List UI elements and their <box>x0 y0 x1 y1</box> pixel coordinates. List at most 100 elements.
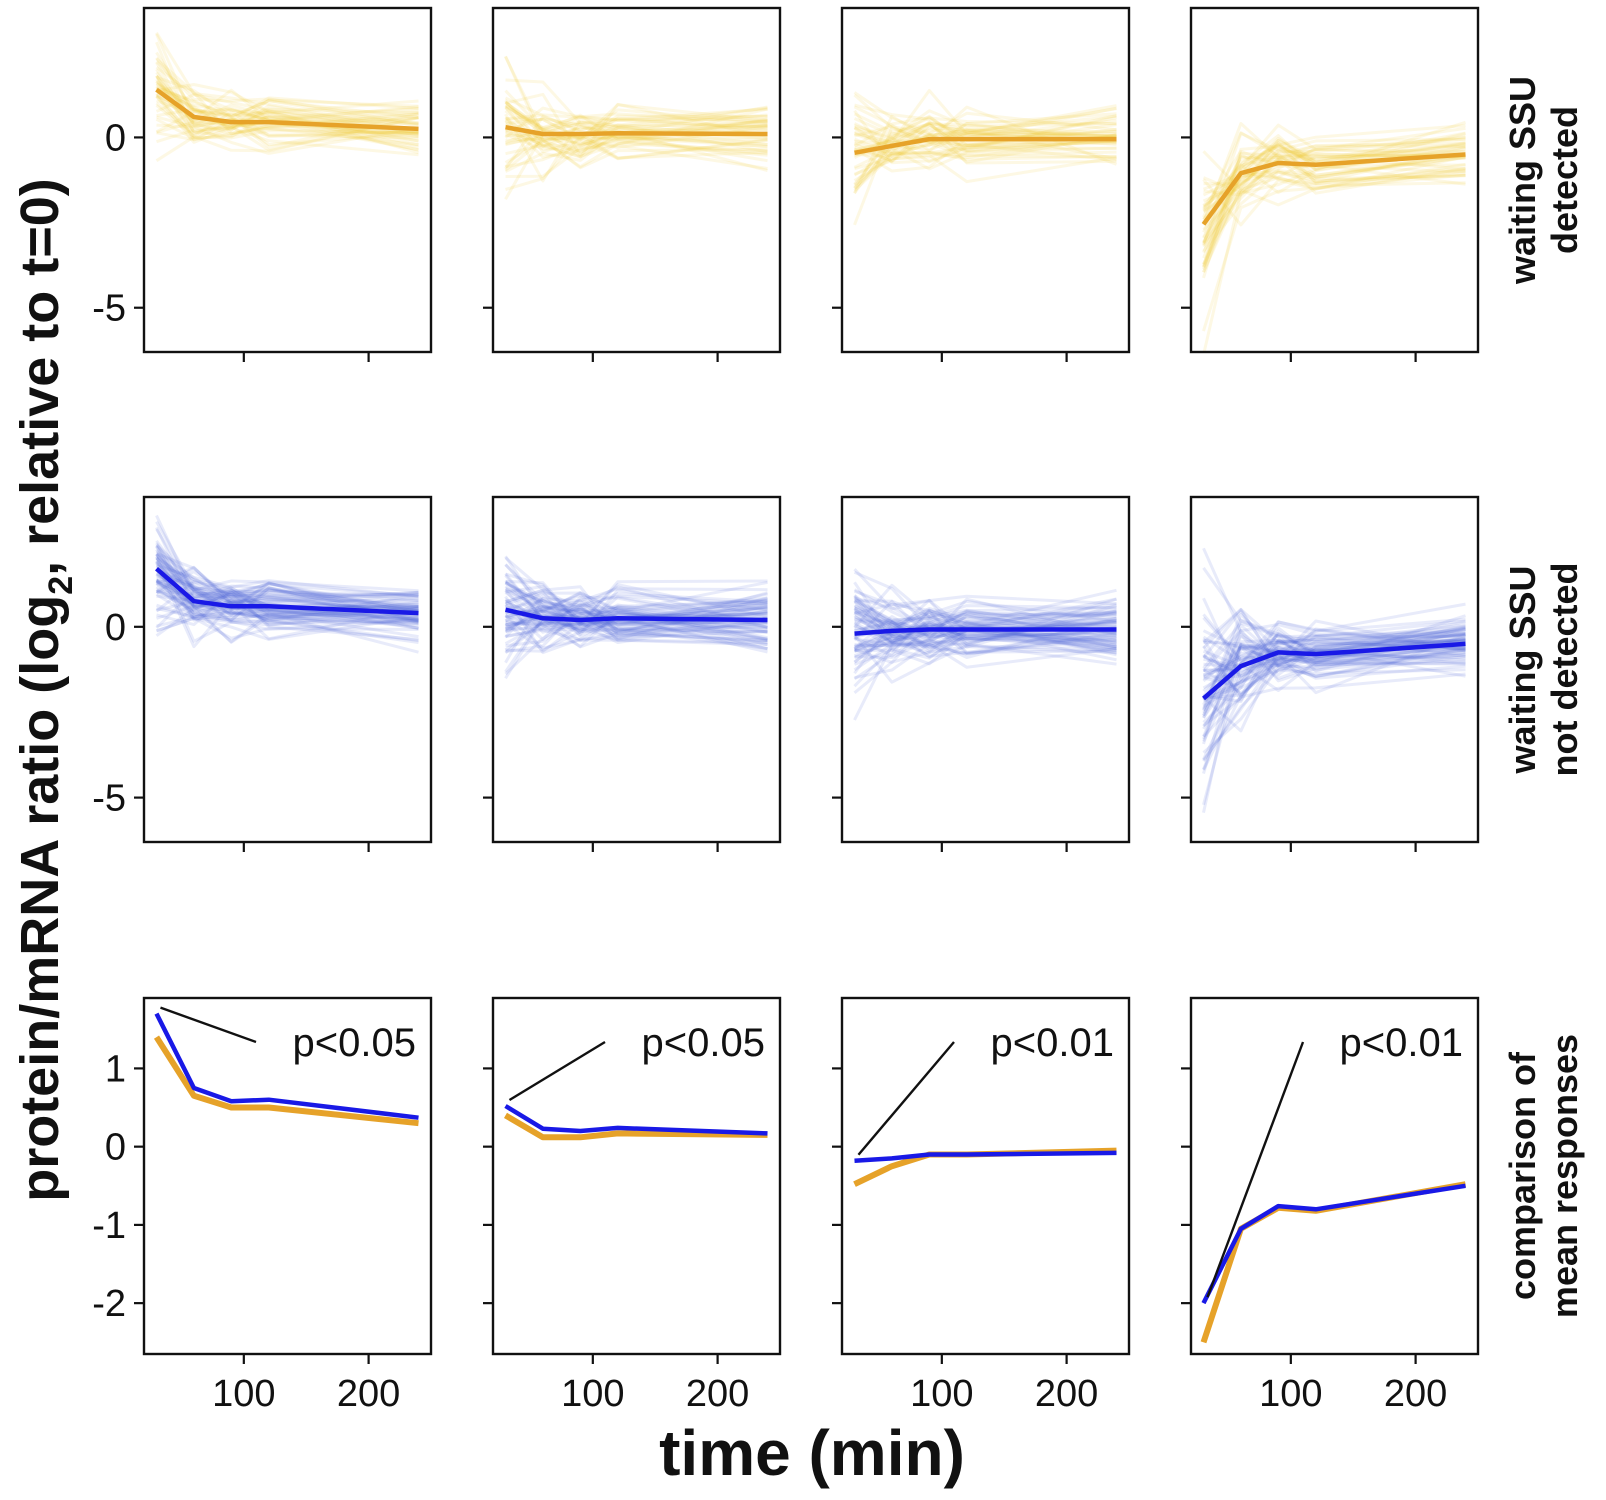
individual-trace <box>853 583 1117 629</box>
individual-trace <box>853 625 1117 688</box>
individual-trace <box>1202 648 1466 719</box>
individual-trace <box>504 100 768 137</box>
individual-trace <box>853 599 1117 655</box>
individual-trace <box>155 565 419 623</box>
individual-trace <box>1202 608 1466 678</box>
individual-trace <box>853 609 1117 650</box>
individual-trace <box>1202 145 1466 233</box>
individual-trace <box>156 578 419 613</box>
individual-trace <box>853 634 1117 684</box>
individual-trace <box>504 601 768 623</box>
individual-trace <box>1203 627 1466 669</box>
panel-r2-c2: p<0.01 100 200 <box>832 996 1131 1415</box>
row-label: waiting SSUdetected <box>1502 76 1585 285</box>
individual-trace <box>1202 153 1466 269</box>
x-tick-label: 200 <box>1035 1373 1098 1415</box>
individual-trace <box>853 610 1117 664</box>
row-label-line: waiting SSU <box>1502 565 1543 774</box>
individual-trace <box>854 621 1117 664</box>
panel-r2-c3: p<0.01 100 200 <box>1181 996 1480 1415</box>
individual-trace <box>1202 668 1466 763</box>
individual-trace <box>1202 619 1466 745</box>
individual-trace <box>504 574 768 632</box>
individual-trace <box>854 620 1117 648</box>
individual-trace <box>853 624 1117 645</box>
individual-trace <box>155 60 419 126</box>
individual-trace <box>1202 144 1466 244</box>
individual-trace <box>504 103 768 141</box>
individual-trace <box>1202 170 1466 273</box>
individual-trace <box>505 605 768 654</box>
individual-trace <box>1202 131 1466 218</box>
y-tick-label: -5 <box>92 778 126 820</box>
individual-trace <box>853 123 1117 163</box>
individual-trace <box>853 599 1117 641</box>
individual-trace <box>854 124 1117 143</box>
individual-trace <box>155 104 419 153</box>
individual-trace <box>155 607 419 644</box>
individual-trace <box>155 550 419 607</box>
individual-trace <box>1202 618 1466 712</box>
individual-trace <box>505 105 768 144</box>
individual-trace <box>1202 170 1466 253</box>
individual-trace <box>155 82 419 115</box>
individual-trace <box>155 588 419 641</box>
individual-trace <box>155 95 419 140</box>
p-value-label: p<0.05 <box>642 1021 765 1065</box>
mean-line-not-detected <box>154 1012 419 1120</box>
individual-trace <box>1202 152 1466 221</box>
individual-trace <box>155 562 419 614</box>
individual-trace <box>1202 643 1466 683</box>
individual-trace <box>155 31 419 132</box>
individual-trace <box>853 131 1117 189</box>
individual-trace <box>155 570 419 630</box>
individual-trace <box>854 599 1117 636</box>
individual-trace <box>155 553 419 621</box>
y-tick-label: -5 <box>92 288 126 330</box>
individual-trace <box>1202 652 1466 730</box>
individual-trace <box>155 542 419 609</box>
individual-trace <box>505 617 768 649</box>
individual-trace <box>504 594 768 639</box>
individual-trace <box>854 132 1117 158</box>
p-value-label: p<0.05 <box>293 1021 416 1065</box>
individual-trace <box>155 569 419 612</box>
individual-trace <box>853 128 1117 163</box>
individual-trace <box>504 595 768 655</box>
mean-line <box>854 627 1117 636</box>
individual-trace <box>155 539 419 631</box>
individual-trace <box>504 126 768 151</box>
panel-r2-c0: p<0.05 1 0 -1 -2 100 200 <box>92 996 433 1415</box>
individual-trace <box>1202 640 1466 711</box>
panel-frame <box>840 996 1131 1356</box>
individual-trace <box>853 634 1117 664</box>
individual-trace <box>504 555 768 636</box>
individual-trace <box>155 86 419 128</box>
individual-trace <box>853 627 1117 662</box>
mean-line <box>1202 641 1466 701</box>
individual-trace <box>155 82 419 147</box>
individual-trace <box>505 583 768 624</box>
individual-trace <box>505 78 768 125</box>
individual-trace <box>1202 621 1466 670</box>
panel-frame <box>840 6 1131 354</box>
individual-trace <box>156 589 419 626</box>
individual-trace <box>853 91 1117 135</box>
panel-frame <box>840 495 1131 844</box>
individual-trace <box>1202 672 1466 738</box>
individual-trace <box>1202 641 1466 719</box>
individual-trace <box>854 620 1117 647</box>
individual-trace <box>504 591 768 651</box>
mean-line <box>1201 152 1466 226</box>
individual-trace <box>155 556 419 643</box>
individual-trace <box>504 132 768 201</box>
individual-trace <box>1202 173 1466 243</box>
individual-trace <box>155 543 419 622</box>
individual-trace <box>1202 597 1466 681</box>
panel-frame <box>491 6 782 354</box>
panel-r1-c3 <box>1181 495 1480 852</box>
plot-area <box>853 1147 1117 1187</box>
individual-trace <box>1202 639 1466 761</box>
individual-trace <box>853 636 1117 658</box>
individual-trace <box>504 601 768 633</box>
